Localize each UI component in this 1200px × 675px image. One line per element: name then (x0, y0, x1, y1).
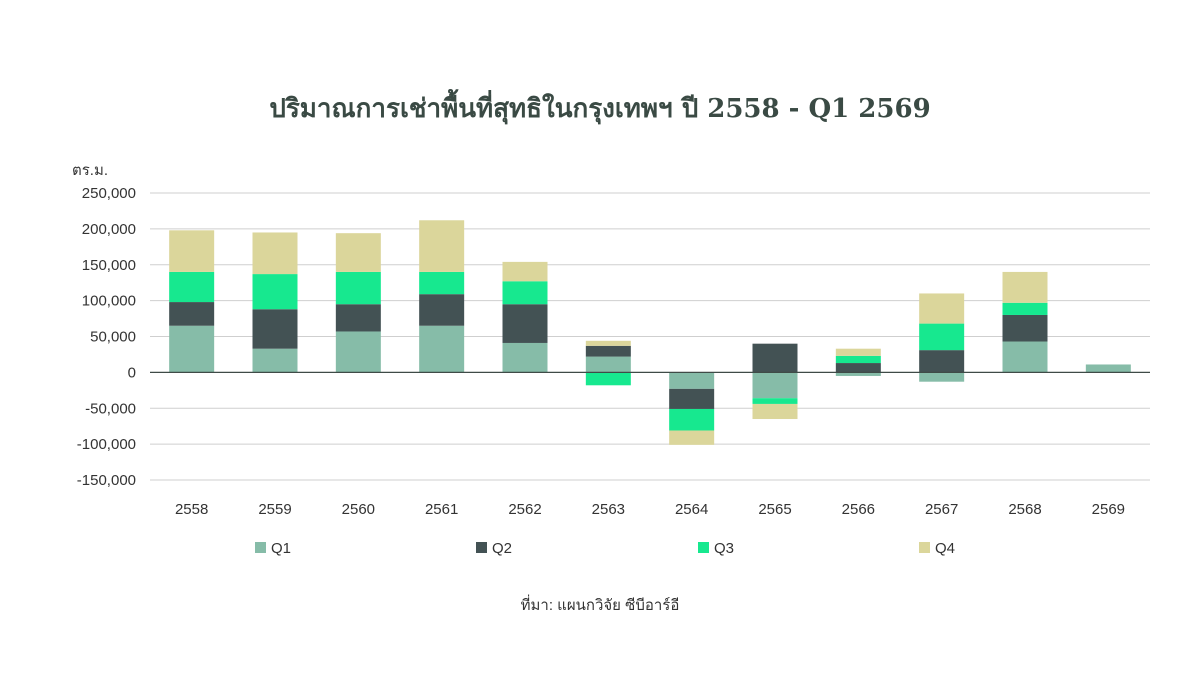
x-tick-label: 2558 (175, 501, 208, 518)
y-tick-label: -50,000 (85, 400, 136, 417)
bar-segment-q3 (1002, 302, 1048, 315)
bar-segment-q3 (502, 281, 548, 305)
bar-segment-q2 (335, 304, 381, 332)
y-tick-label: -150,000 (77, 472, 136, 489)
x-tick-label: 2562 (508, 501, 541, 518)
bar-segment-q3 (335, 271, 381, 305)
bar-segment-q4 (752, 403, 798, 420)
bar-segment-q2 (919, 350, 965, 373)
bar-segment-q2 (252, 309, 298, 349)
x-tick-label: 2568 (1008, 501, 1041, 518)
bar-segment-q3 (169, 271, 215, 303)
bar-segment-q3 (585, 372, 631, 386)
y-tick-label: 150,000 (82, 257, 136, 274)
y-tick-label: 0 (128, 364, 136, 381)
y-tick-label: 100,000 (82, 293, 136, 310)
bar-segment-q3 (919, 323, 965, 351)
y-axis-unit-label: ตร.ม. (72, 162, 109, 179)
y-tick-label: 200,000 (82, 221, 136, 238)
bar-segment-q2 (502, 304, 548, 343)
bar-segment-q1 (835, 372, 881, 376)
bar-segment-q1 (1085, 364, 1131, 373)
bar-segment-q3 (669, 408, 715, 431)
bar-segment-q1 (585, 356, 631, 373)
x-tick-label: 2567 (925, 501, 958, 518)
x-tick-label: 2559 (258, 501, 291, 518)
bar-segment-q1 (419, 325, 465, 373)
bar-segment-q1 (669, 372, 715, 389)
legend-label-q1: Q1 (271, 540, 291, 557)
bar-segment-q4 (669, 430, 715, 445)
legend-swatch-q4 (919, 542, 930, 553)
bar-segment-q3 (252, 274, 298, 310)
source-note: ที่มา: แผนกวิจัย ซีบีอาร์อี (520, 597, 680, 614)
bar-segment-q2 (752, 343, 798, 373)
bar-segment-q4 (1002, 271, 1048, 303)
bar-segment-q3 (835, 355, 881, 364)
bar-segment-q4 (335, 233, 381, 272)
legend-label-q3: Q3 (714, 540, 734, 557)
bar-segment-q2 (669, 388, 715, 409)
bar-segment-q1 (919, 372, 965, 382)
legend-swatch-q2 (476, 542, 487, 553)
bar-segment-q3 (752, 398, 798, 404)
bar-segment-q1 (752, 372, 798, 399)
bar-segment-q4 (252, 232, 298, 275)
chart-title: ปริมาณการเช่าพื้นที่สุทธิในกรุงเทพฯ ปี 2… (269, 94, 931, 124)
bar-segment-q4 (419, 220, 465, 272)
bar-segment-q4 (835, 348, 881, 356)
x-tick-label: 2565 (758, 501, 791, 518)
bar-segment-q2 (835, 363, 881, 373)
bar-segment-q2 (1002, 314, 1048, 342)
legend-swatch-q3 (698, 542, 709, 553)
bar-segment-q1 (169, 325, 215, 373)
bar-segment-q2 (585, 345, 631, 357)
x-tick-label: 2561 (425, 501, 458, 518)
bar-segment-q4 (169, 230, 215, 272)
bar-segment-q1 (252, 348, 298, 373)
bar-segment-q1 (335, 331, 381, 373)
legend-label-q4: Q4 (935, 540, 955, 557)
x-tick-label: 2564 (675, 501, 708, 518)
bar-segment-q2 (419, 294, 465, 326)
y-tick-label: -100,000 (77, 436, 136, 453)
bar-segment-q1 (502, 342, 548, 373)
legend-label-q2: Q2 (492, 540, 512, 557)
bar-segment-q3 (419, 271, 465, 295)
y-tick-label: 250,000 (82, 185, 136, 202)
bar-segment-q4 (585, 340, 631, 346)
legend-swatch-q1 (255, 542, 266, 553)
x-tick-label: 2560 (342, 501, 375, 518)
bar-segment-q1 (1002, 341, 1048, 373)
x-tick-label: 2569 (1092, 501, 1125, 518)
bar-segment-q2 (169, 302, 215, 326)
bar-segment-q4 (502, 261, 548, 282)
bar-segment-q4 (919, 293, 965, 324)
x-tick-label: 2563 (592, 501, 625, 518)
x-tick-label: 2566 (842, 501, 875, 518)
y-tick-label: 50,000 (90, 329, 136, 346)
